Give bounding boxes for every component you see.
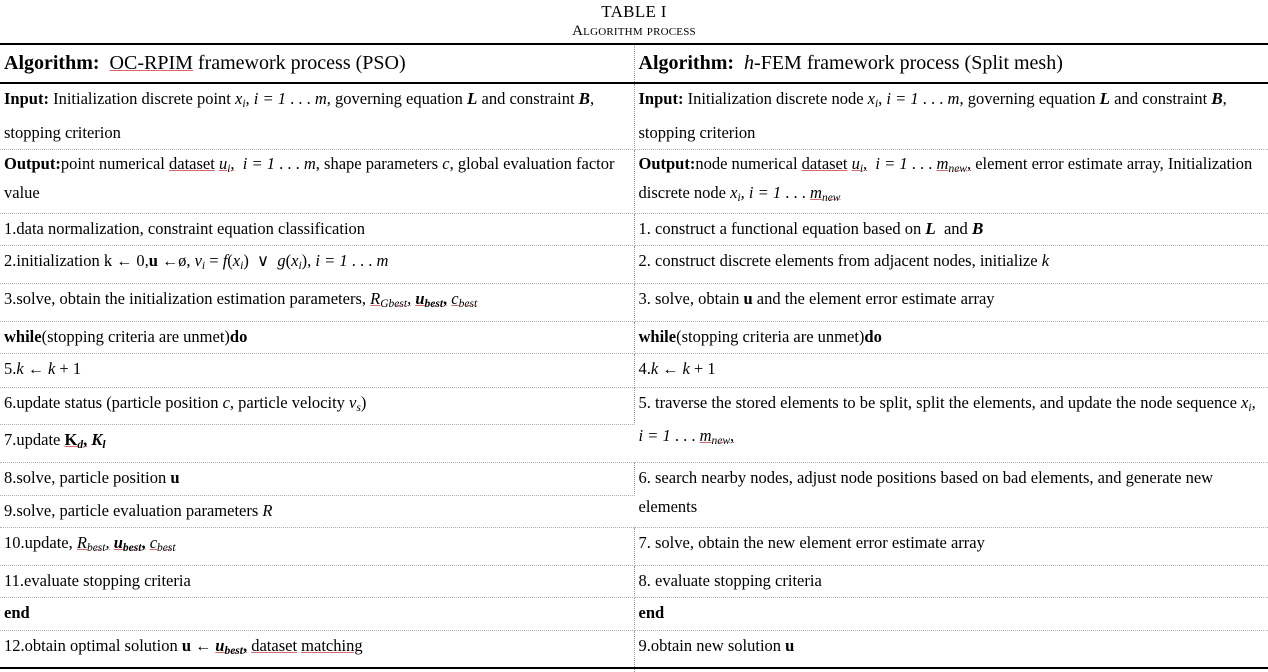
table-row-step-2: 2.initialization k ← 0,u ←ø, vi = f(xi) … <box>0 245 1268 284</box>
step-cell-left-7: 7.update Kd, Kl <box>0 424 634 464</box>
table-row-11-8: 11.evaluate stopping criteria 8. evaluat… <box>0 565 1268 599</box>
output-cell-right: Output:node numerical dataset ui, i = 1 … <box>634 149 1268 214</box>
input-cell-right: Input: Initialization discrete node xi, … <box>634 83 1268 151</box>
while-cell-right: while(stopping criteria are unmet)do <box>634 321 1268 355</box>
step-cell-left-3: 3.solve, obtain the initialization estim… <box>0 283 635 322</box>
step-cell-right-3: 3. solve, obtain u and the element error… <box>634 283 1268 322</box>
table-bottom-rule <box>0 667 1268 672</box>
step-cell-left-11: 11.evaluate stopping criteria <box>0 565 635 599</box>
step-cell-left-5: 5.k ← k + 1 <box>0 353 635 388</box>
algorithm-title-right: h-FEM framework process (Split mesh) <box>744 52 1063 74</box>
algorithm-title-left: OC-RPIM framework process (PSO) <box>109 52 406 74</box>
header-cell-right: Algorithm: h-FEM framework process (Split… <box>634 43 1268 84</box>
input-cell-left: Input: Initialization discrete point xi,… <box>0 83 635 151</box>
table-row-end: end end <box>0 597 1268 631</box>
table-row-final: 12.obtain optimal solution u ← ubest, da… <box>0 630 1268 669</box>
table-row-increment: 5.k ← k + 1 4.k ← k + 1 <box>0 353 1268 388</box>
table-row-while: while(stopping criteria are unmet)do whi… <box>0 321 1268 355</box>
step-cell-left-2: 2.initialization k ← 0,u ←ø, vi = f(xi) … <box>0 245 635 284</box>
end-cell-left: end <box>0 597 635 631</box>
table-caption: TABLE I Algorithm process <box>0 0 1268 40</box>
step-cell-right-9: 9.obtain new solution u <box>638 635 795 655</box>
algorithm-keyword-right: Algorithm: <box>638 52 735 74</box>
output-label-left: Output: <box>4 154 61 174</box>
algorithm-keyword-left: Algorithm: <box>4 52 100 74</box>
step-cell-left-9: 9.solve, particle evaluation parameters … <box>0 495 634 529</box>
step-cell-left-1: 1.data normalization, constraint equatio… <box>0 213 635 247</box>
output-cell-left: Output:point numerical dataset ui, i = 1… <box>0 149 635 214</box>
table-row-output: Output:point numerical dataset ui, i = 1… <box>0 149 1268 214</box>
step-cell-right-2: 2. construct discrete elements from adja… <box>634 245 1268 284</box>
step-cell-right-5: 5. traverse the stored elements to be sp… <box>634 387 1268 464</box>
table-row-step-3: 3.solve, obtain the initialization estim… <box>0 283 1268 322</box>
step-cell-right-7: 7. solve, obtain the new element error e… <box>634 527 1268 566</box>
table-row-7: 7.update Kd, Kl <box>0 424 1268 464</box>
step-cell-right-1: 1. construct a functional equation based… <box>634 213 1268 247</box>
table-title: Algorithm process <box>572 23 696 39</box>
end-cell-right: end <box>634 597 1268 631</box>
input-label-left: Input: <box>4 89 49 108</box>
step-cell-left-8: 8.solve, particle position u <box>0 462 635 496</box>
table-row-9: 9.solve, particle evaluation parameters … <box>0 495 1268 529</box>
step-cell-left-10: 10.update, Rbest, ubest, cbest <box>0 527 635 566</box>
table-row-step-1: 1.data normalization, constraint equatio… <box>0 213 1268 247</box>
table-row-6-5a: 6.update status (particle position c, pa… <box>0 387 1268 464</box>
step-cell-right-4: 4.k ← k + 1 <box>634 353 1268 388</box>
table-row-10-7: 10.update, Rbest, ubest, cbest 7. solve,… <box>0 527 1268 566</box>
step-cell-left-12: 12.obtain optimal solution u ← ubest, da… <box>0 630 635 669</box>
bottom-rule-right <box>634 667 1268 672</box>
table-row-input: Input: Initialization discrete point xi,… <box>0 83 1268 151</box>
while-cell-left: while(stopping criteria are unmet)do <box>0 321 635 355</box>
input-label-right: Input: <box>638 89 684 108</box>
output-label-right: Output: <box>638 154 696 174</box>
bottom-rule-left <box>0 667 635 672</box>
algorithm-comparison-table: Algorithm: OC-RPIM framework process (PSO… <box>0 43 1268 672</box>
table-number: TABLE I <box>601 2 667 21</box>
step-cell-left-6: 6.update status (particle position c, pa… <box>0 387 635 426</box>
table-header-row: Algorithm: OC-RPIM framework process (PSO… <box>0 43 1268 84</box>
step-cell-right-8: 8. evaluate stopping criteria <box>634 565 1268 599</box>
table-row-8-6a: 8.solve, particle position u 6. search n… <box>0 462 1268 529</box>
header-cell-left: Algorithm: OC-RPIM framework process (PSO… <box>0 43 635 84</box>
step-cell-right-6: 6. search nearby nodes, adjust node posi… <box>634 462 1268 529</box>
